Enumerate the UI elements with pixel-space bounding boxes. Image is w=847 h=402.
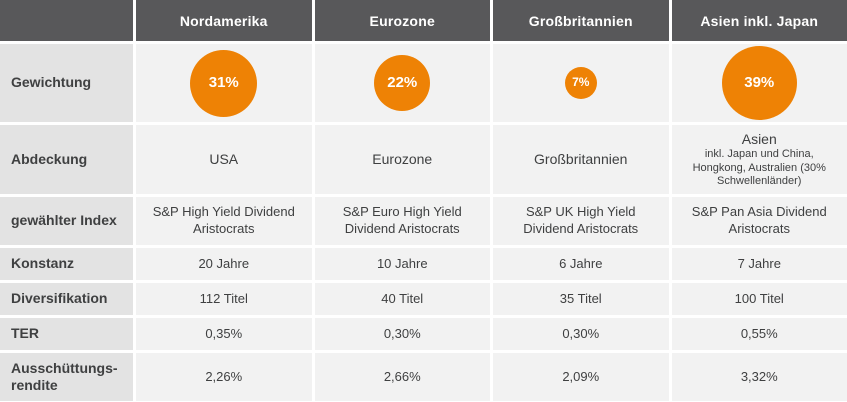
cell-index: S&P UK High Yield Dividend Aristocrats bbox=[493, 197, 669, 245]
cell-ausschuettungsrendite: 3,32% bbox=[671, 353, 847, 401]
table-corner bbox=[0, 0, 133, 41]
cell-ausschuettungsrendite: 2,09% bbox=[493, 353, 669, 401]
cell-ter: 0,55% bbox=[671, 318, 847, 350]
cell-gewichtung: 7% bbox=[493, 44, 669, 122]
cell-konstanz: 6 Jahre bbox=[493, 248, 669, 280]
cell-gewichtung: 39% bbox=[671, 44, 847, 122]
abdeckung-value: Großbritannien bbox=[534, 151, 628, 168]
row-label-ter: TER bbox=[0, 318, 133, 350]
cell-diversifikation: 40 Titel bbox=[314, 283, 490, 315]
cell-ter: 0,35% bbox=[136, 318, 312, 350]
cell-diversifikation: 112 Titel bbox=[136, 283, 312, 315]
weight-bubble: 7% bbox=[564, 67, 597, 99]
row-label-ausschuettungsrendite: Ausschüttungs-rendite bbox=[0, 353, 133, 401]
cell-abdeckung: USA bbox=[136, 125, 312, 194]
cell-index: S&P Euro High Yield Dividend Aristocrats bbox=[314, 197, 490, 245]
row-label-abdeckung: Abdeckung bbox=[0, 125, 133, 194]
column-header-asien: Asien inkl. Japan bbox=[671, 0, 847, 41]
cell-konstanz: 20 Jahre bbox=[136, 248, 312, 280]
row-label-index: gewählter Index bbox=[0, 197, 133, 245]
cell-konstanz: 7 Jahre bbox=[671, 248, 847, 280]
column-header-eurozone: Eurozone bbox=[314, 0, 490, 41]
cell-ter: 0,30% bbox=[493, 318, 669, 350]
cell-index: S&P High Yield Dividend Aristocrats bbox=[136, 197, 312, 245]
weight-bubble-label: 7% bbox=[572, 75, 590, 90]
abdeckung-value: Eurozone bbox=[372, 151, 433, 168]
weight-bubble: 39% bbox=[721, 46, 797, 120]
cell-ter: 0,30% bbox=[314, 318, 490, 350]
cell-abdeckung: Großbritannien bbox=[493, 125, 669, 194]
cell-diversifikation: 100 Titel bbox=[671, 283, 847, 315]
cell-konstanz: 10 Jahre bbox=[314, 248, 490, 280]
weight-bubble: 22% bbox=[374, 55, 431, 111]
weight-bubble-label: 31% bbox=[208, 74, 239, 92]
column-header-grossbritannien: Großbritannien bbox=[493, 0, 669, 41]
cell-diversifikation: 35 Titel bbox=[493, 283, 669, 315]
weight-bubble-label: 39% bbox=[744, 74, 775, 92]
row-label-konstanz: Konstanz bbox=[0, 248, 133, 280]
row-label-gewichtung: Gewichtung bbox=[0, 44, 133, 122]
cell-abdeckung: Eurozone bbox=[314, 125, 490, 194]
abdeckung-value: USA bbox=[209, 151, 239, 168]
cell-ausschuettungsrendite: 2,26% bbox=[136, 353, 312, 401]
abdeckung-value: Asien bbox=[741, 130, 777, 147]
weight-bubble-label: 22% bbox=[387, 74, 418, 92]
cell-index: S&P Pan Asia Dividend Aristocrats bbox=[671, 197, 847, 245]
cell-gewichtung: 22% bbox=[314, 44, 490, 122]
row-label-diversifikation: Diversifikation bbox=[0, 283, 133, 315]
weight-bubble: 31% bbox=[190, 49, 258, 117]
cell-ausschuettungsrendite: 2,66% bbox=[314, 353, 490, 401]
cell-gewichtung: 31% bbox=[136, 44, 312, 122]
cell-abdeckung: Asien inkl. Japan und China, Hongkong, A… bbox=[671, 125, 847, 194]
abdeckung-note: inkl. Japan und China, Hongkong, Austral… bbox=[692, 147, 826, 188]
column-header-nordamerika: Nordamerika bbox=[136, 0, 312, 41]
